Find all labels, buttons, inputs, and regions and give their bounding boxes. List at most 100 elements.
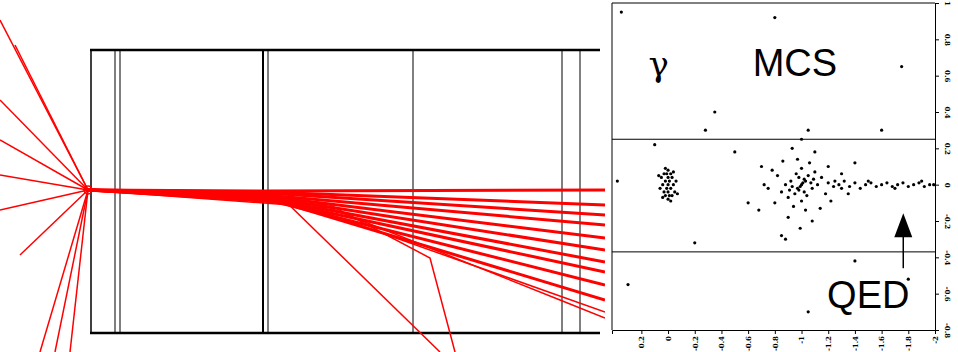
point	[658, 187, 661, 190]
point	[928, 183, 931, 186]
point	[713, 110, 716, 113]
point	[837, 183, 840, 186]
point	[804, 179, 807, 182]
frame	[612, 3, 613, 330]
plot-area	[612, 10, 935, 313]
point	[672, 170, 675, 173]
point	[920, 179, 923, 182]
detector-wall	[90, 49, 600, 52]
y-tick-label: -0.8	[943, 323, 952, 338]
x-tick-label: -1.8	[904, 336, 913, 351]
y-tick-label: 0.4	[943, 106, 952, 118]
point	[660, 176, 663, 179]
x-tick-label: 0	[664, 336, 673, 341]
x-tick: -0.6	[744, 330, 753, 351]
point	[676, 192, 679, 195]
point	[673, 190, 676, 193]
point	[784, 183, 787, 186]
track	[70, 190, 88, 352]
x-tick-mark	[668, 330, 669, 334]
point	[799, 185, 802, 188]
y-tick-mark	[935, 221, 939, 222]
track	[88, 190, 605, 312]
point	[843, 179, 846, 182]
point	[807, 174, 810, 177]
frame	[612, 3, 935, 4]
point	[776, 174, 779, 177]
point	[859, 187, 862, 190]
point	[664, 167, 667, 170]
point	[669, 187, 672, 190]
point	[900, 65, 903, 68]
track	[0, 190, 88, 210]
x-tick-mark	[855, 330, 856, 334]
point	[896, 183, 899, 186]
point	[833, 179, 836, 182]
point	[804, 209, 807, 212]
point	[893, 187, 896, 190]
y-tick-label: 1	[943, 1, 952, 6]
point	[807, 310, 810, 313]
point	[907, 185, 910, 188]
point	[773, 16, 776, 19]
x-axis-line	[613, 331, 936, 335]
point	[880, 129, 883, 132]
scatter-panel: 0.20-0.2-0.4-0.6-0.8-1-1.2-1.4-1.6-1.8-2…	[605, 0, 958, 352]
point	[813, 170, 816, 173]
y-tick: -0.8	[935, 323, 952, 338]
point	[757, 209, 760, 212]
track	[40, 190, 88, 352]
annotation: QED	[827, 274, 909, 316]
track	[88, 190, 605, 272]
point	[880, 183, 883, 186]
y-tick-mark	[935, 148, 939, 149]
y-tick: 0.2	[935, 143, 952, 155]
x-tick-mark	[802, 330, 803, 334]
point	[789, 179, 792, 182]
point	[923, 185, 926, 188]
y-tick-mark	[935, 257, 939, 258]
point	[733, 150, 736, 153]
cut-line	[612, 139, 935, 140]
x-tick: -2	[931, 330, 940, 344]
point	[787, 196, 790, 199]
point	[864, 183, 867, 186]
track	[15, 45, 88, 190]
y-tick: -0.2	[935, 214, 952, 229]
y-tick: -0.6	[935, 287, 952, 302]
track	[88, 190, 605, 285]
x-tick-label: -2	[931, 336, 940, 344]
x-axis: 0.20-0.2-0.4-0.6-0.8-1-1.2-1.4-1.6-1.8-2	[613, 330, 940, 351]
y-axis-line	[936, 4, 940, 331]
y-tick-mark	[935, 112, 939, 113]
point	[666, 169, 669, 172]
panel-background	[605, 0, 958, 352]
y-tick-mark	[935, 185, 939, 186]
x-tick-label: -0.2	[690, 336, 699, 351]
point	[917, 181, 920, 184]
x-tick-mark	[721, 330, 722, 334]
x-tick: -0.2	[690, 330, 699, 351]
point	[819, 207, 822, 210]
point	[813, 150, 816, 153]
x-tick-mark	[641, 330, 642, 334]
point	[793, 192, 796, 195]
point	[812, 178, 815, 181]
vertex	[84, 186, 92, 194]
point	[666, 183, 669, 186]
x-tick: -0.4	[717, 330, 726, 351]
point	[891, 185, 894, 188]
track	[88, 190, 605, 300]
track	[0, 20, 88, 190]
track	[88, 190, 455, 352]
point	[811, 187, 814, 190]
annotation: MCS	[753, 42, 837, 84]
point	[668, 179, 671, 182]
x-tick-mark	[908, 330, 909, 334]
x-tick-label: -0.4	[717, 336, 726, 351]
point	[674, 179, 677, 182]
point	[824, 192, 827, 195]
point	[885, 181, 888, 184]
y-axis: 10.80.60.40.20-0.2-0.4-0.6-0.8	[935, 1, 952, 338]
track	[88, 190, 440, 352]
